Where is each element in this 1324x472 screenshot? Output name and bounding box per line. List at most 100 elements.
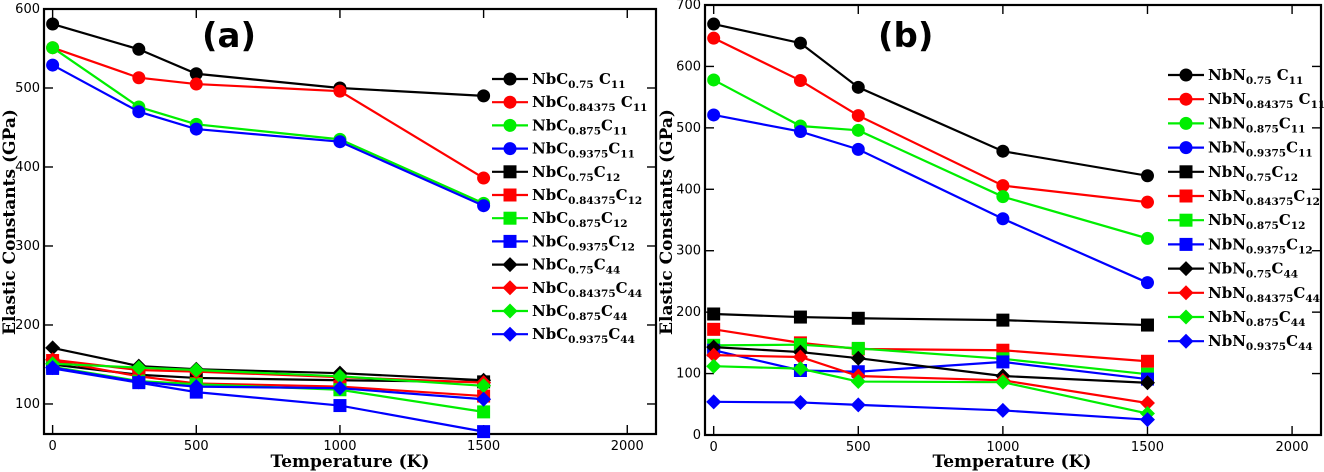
data-point (132, 71, 146, 85)
panel-b-x-tick-label: 0 (710, 440, 718, 455)
data-point (707, 73, 721, 87)
panel-b-y-tick-label: 700 (676, 0, 701, 13)
data-point (793, 74, 807, 88)
data-point (131, 374, 147, 390)
legend-marker (503, 211, 517, 225)
data-point (706, 358, 722, 374)
legend-item: NbC0.875C44 (492, 302, 628, 323)
panel-b-series-11 (706, 394, 1155, 428)
data-point (792, 361, 808, 377)
data-point (706, 347, 722, 363)
data-point (996, 179, 1010, 193)
data-point (706, 394, 722, 410)
data-point (1139, 395, 1155, 411)
data-point (707, 31, 721, 45)
legend-label: NbC0.875C11 (532, 116, 628, 137)
data-point (1140, 195, 1154, 209)
legend-marker (503, 188, 517, 202)
data-point (188, 379, 204, 395)
data-point (1140, 231, 1154, 245)
data-point (793, 36, 807, 50)
series-line (52, 46, 485, 179)
legend-label: NbN0.84375C44 (1208, 284, 1320, 305)
data-point (188, 362, 204, 378)
panel-a-y-tick-label: 600 (15, 2, 40, 17)
data-point (996, 212, 1010, 226)
legend-label: NbN0.75C44 (1208, 260, 1298, 281)
data-point (996, 190, 1010, 204)
legend-label: NbC0.84375C44 (532, 279, 642, 300)
panel-b-x-tick-label: 500 (846, 440, 871, 455)
legend-item: NbN0.875C11 (1168, 114, 1305, 135)
panel-b-series-0 (707, 17, 1154, 183)
legend-marker (1179, 92, 1193, 106)
data-point (793, 310, 807, 324)
legend-item: NbN0.75C12 (1168, 163, 1298, 184)
data-point (189, 67, 203, 81)
panel-b-y-tick-label: 600 (676, 59, 701, 74)
panel-b-y-tick-label: 0 (693, 428, 701, 443)
legend-marker (1179, 237, 1193, 251)
legend-item: NbC0.75 C11 (492, 70, 626, 91)
data-point (851, 142, 865, 156)
legend-item: NbN0.84375 C11 (1168, 90, 1324, 111)
data-point (793, 125, 807, 139)
panel-b-x-axis-title: Temperature (K) (933, 452, 1092, 472)
panel-a-x-tick-label: 500 (184, 439, 209, 454)
data-point (476, 378, 492, 394)
data-point (333, 399, 347, 413)
legend-marker (503, 142, 517, 156)
data-point (850, 374, 866, 390)
panel-a-series-11 (45, 360, 492, 407)
legend-marker (502, 326, 518, 342)
panel-b-series-4 (707, 307, 1154, 332)
legend-item: NbN0.84375C44 (1168, 284, 1320, 305)
legend-marker (503, 72, 517, 86)
legend-item: NbN0.84375C12 (1168, 187, 1320, 208)
panel-b-x-tick-label: 2000 (1276, 440, 1309, 455)
panel-a-x-tick-label: 0 (48, 439, 56, 454)
legend-marker (502, 257, 518, 273)
panel-b-plot-frame (703, 3, 1323, 437)
legend-item: NbN0.9375C11 (1168, 139, 1313, 160)
legend-marker (1178, 285, 1194, 301)
data-point (851, 109, 865, 123)
legend-label: NbN0.75C12 (1208, 163, 1298, 184)
legend-item: NbN0.75C44 (1168, 260, 1298, 281)
panel-b-chart: (b) Temperature (K) Elastic Constants (G… (657, 0, 1324, 472)
panel-b-y-tick-label: 100 (676, 367, 701, 382)
data-point (1140, 169, 1154, 183)
series-line (713, 365, 1148, 415)
legend-label: NbC0.84375 C11 (532, 93, 647, 114)
data-point (477, 171, 491, 185)
data-point (332, 380, 348, 396)
legend-marker (502, 303, 518, 319)
data-point (707, 322, 721, 336)
data-point (477, 199, 491, 213)
legend-label: NbN0.84375C12 (1208, 187, 1320, 208)
panel-a-y-tick-label: 200 (15, 318, 40, 333)
panel-a-chart: (a) Temperature (K) Elastic Constants (G… (0, 2, 658, 472)
legend-item: NbC0.875C11 (492, 116, 628, 137)
legend-label: NbC0.875C44 (532, 302, 628, 323)
panel-b-y-tick-label: 500 (676, 121, 701, 136)
panel-b-y-axis-title: Elastic Constants (GPa) (657, 109, 677, 335)
data-point (132, 105, 146, 119)
data-point (1140, 318, 1154, 332)
legend-marker (1179, 68, 1193, 82)
legend-label: NbC0.9375C12 (532, 232, 635, 253)
legend-marker (503, 165, 517, 179)
panel-b-series-1 (707, 31, 1154, 209)
legend-marker (1179, 213, 1193, 227)
data-point (477, 425, 491, 439)
data-point (707, 17, 721, 31)
panel-a-y-tick-label: 500 (15, 81, 40, 96)
series-line (713, 78, 1148, 240)
legend-label: NbC0.875C12 (532, 209, 628, 230)
data-point (851, 341, 865, 355)
data-point (996, 144, 1010, 158)
legend-marker (1179, 165, 1193, 179)
data-point (707, 108, 721, 122)
panel-b-x-tick-label: 1000 (986, 440, 1019, 455)
data-point (851, 311, 865, 325)
